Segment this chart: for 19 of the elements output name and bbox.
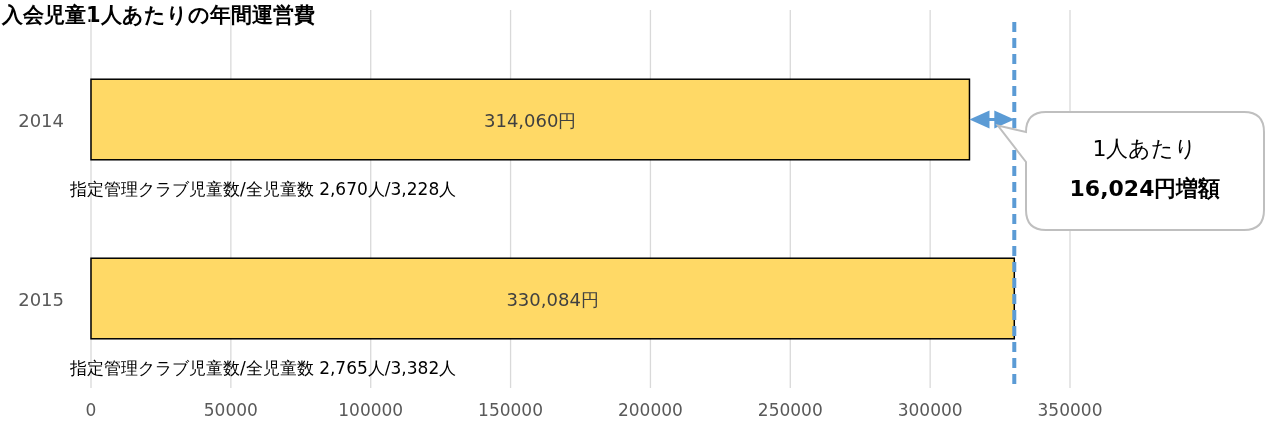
bar: 314,060円	[90, 78, 971, 161]
bar: 330,084円	[90, 257, 1016, 340]
x-tick-label: 50000	[203, 400, 258, 420]
annotation: 指定管理クラブ児童数/全児童数 2,670人/3,228人	[69, 178, 457, 199]
x-tick-label: 250000	[757, 400, 823, 420]
x-tick-label: 150000	[478, 400, 544, 420]
data-label: 314,060円	[484, 109, 577, 131]
y-tick-label: 2015	[18, 288, 64, 310]
x-tick-label: 300000	[897, 400, 963, 420]
annotation: 指定管理クラブ児童数/全児童数 2,765人/3,382人	[69, 357, 457, 378]
annotation: 1人あたり 16,024円増額	[1069, 136, 1221, 201]
x-tick-label: 350000	[1037, 400, 1103, 420]
x-tick-label: 200000	[617, 400, 683, 420]
data-label: 330,084円	[506, 288, 599, 310]
callout: 1人あたり 16,024円増額	[996, 111, 1265, 231]
x-tick-label: 100000	[338, 400, 404, 420]
x-tick-label: 0	[85, 400, 97, 420]
chart-title: 入会児童1人あたりの年間運営費	[1, 3, 315, 27]
y-tick-label: 2014	[18, 109, 64, 131]
